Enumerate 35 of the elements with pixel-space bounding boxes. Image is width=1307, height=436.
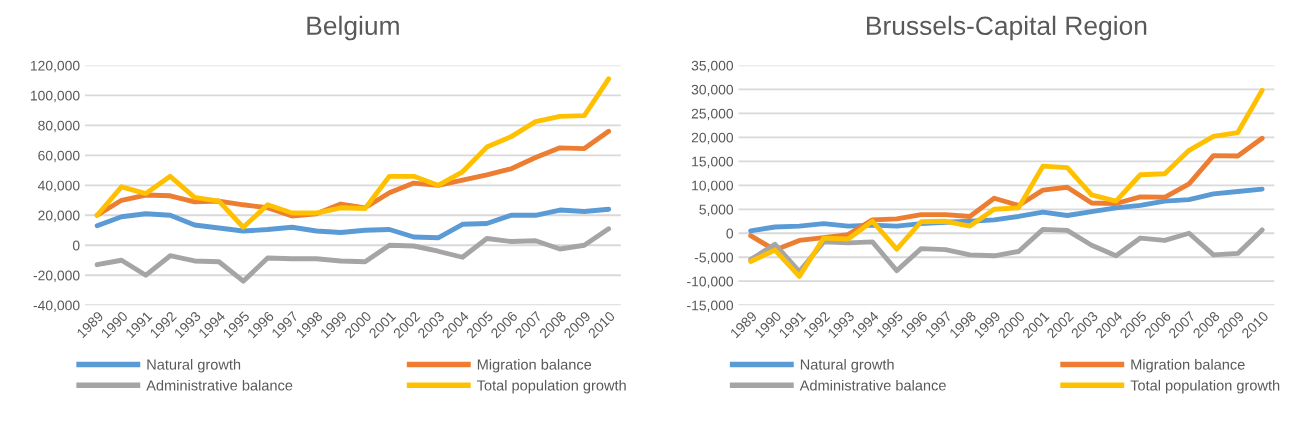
y-tick-label: 100,000 xyxy=(30,90,80,103)
y-tick-label: 10,000 xyxy=(692,180,734,193)
line-series xyxy=(94,206,612,241)
y-tick-label: 20,000 xyxy=(691,132,734,145)
y-tick-label: 0 xyxy=(726,228,734,239)
legend-label: Natural growth xyxy=(800,358,894,373)
y-tick-label: 120,000 xyxy=(30,60,80,73)
chart-title: Belgium xyxy=(307,15,399,41)
legend-label: Migration balance xyxy=(1131,358,1245,373)
legend-label: Natural growth xyxy=(147,358,241,373)
line-series xyxy=(748,87,1265,279)
y-tick-label: -20,000 xyxy=(33,270,80,283)
line-series xyxy=(94,76,612,230)
y-tick-label: -10,000 xyxy=(687,276,734,289)
chart-title: Brussels-Capital Region xyxy=(867,15,1147,41)
line-series xyxy=(94,226,612,284)
line-series xyxy=(748,226,1265,275)
y-tick-label: 15,000 xyxy=(692,156,734,169)
y-tick-label: 5,000 xyxy=(699,204,734,217)
legend-label: Administrative balance xyxy=(146,379,293,391)
y-tick-label: 25,000 xyxy=(691,108,734,121)
legend-label: Total population growth xyxy=(1130,379,1280,394)
y-tick-label: 80,000 xyxy=(38,120,80,133)
legend-label: Total population growth xyxy=(477,379,626,394)
legend-label: Migration balance xyxy=(477,358,592,373)
legend-label: Administrative balance xyxy=(799,379,946,391)
y-tick-label: -5,000 xyxy=(694,252,734,265)
y-tick-label: 35,000 xyxy=(691,60,734,73)
y-tick-label: 0 xyxy=(72,240,80,251)
y-tick-label: 60,000 xyxy=(38,150,80,163)
y-tick-label: -15,000 xyxy=(687,300,734,313)
y-tick-label: 20,000 xyxy=(38,210,80,223)
y-tick-label: -40,000 xyxy=(33,300,80,313)
y-tick-label: 40,000 xyxy=(37,180,80,193)
y-tick-label: 30,000 xyxy=(691,84,734,97)
